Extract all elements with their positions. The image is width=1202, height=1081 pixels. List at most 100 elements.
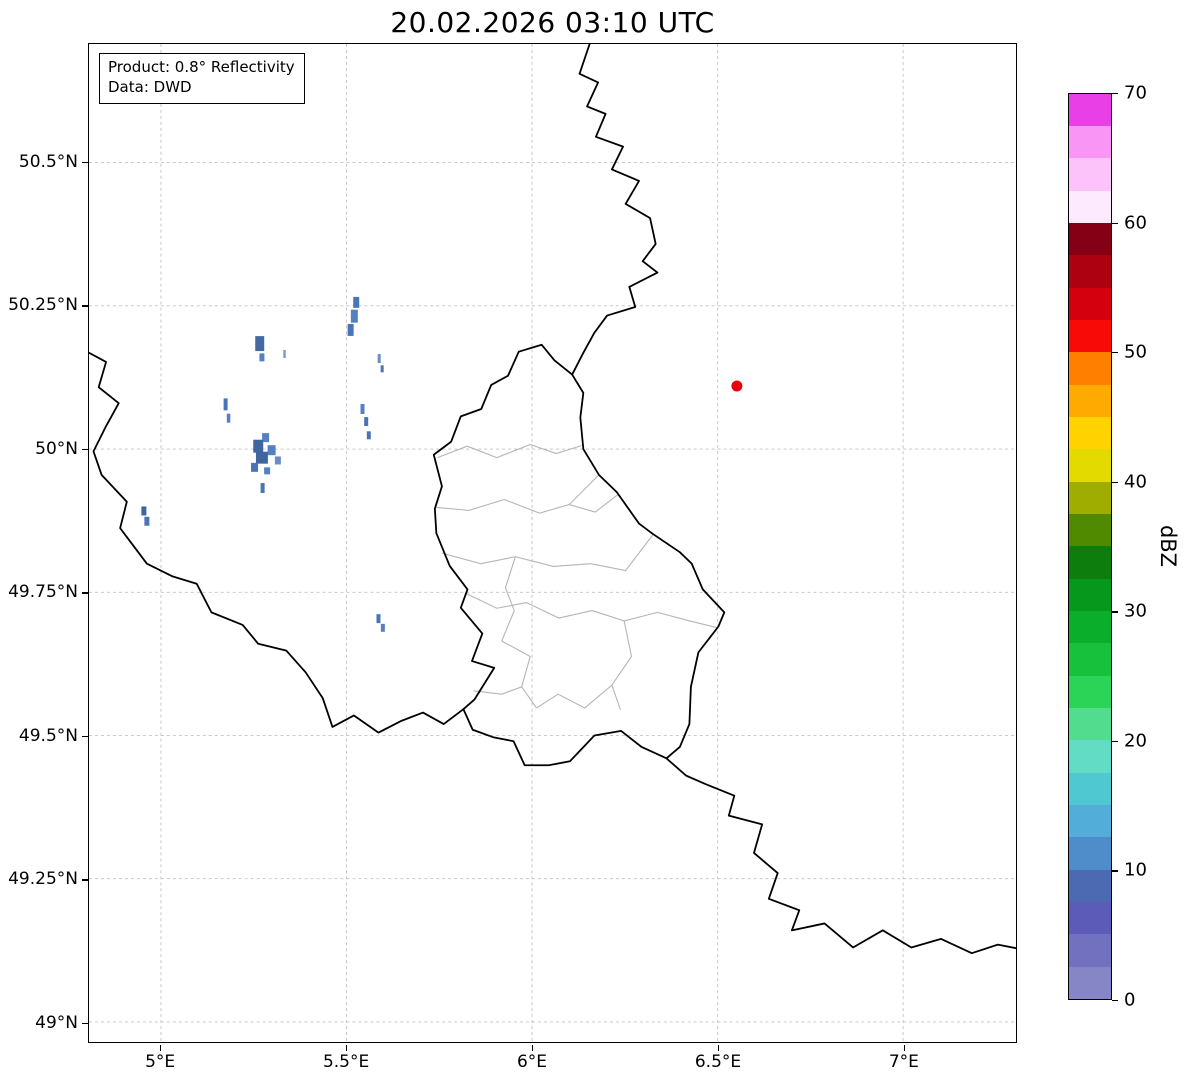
- radar-echo: [262, 433, 270, 443]
- colorbar: [1068, 93, 1112, 1000]
- radar-echo: [353, 296, 360, 308]
- x-tick-mark: [532, 1044, 534, 1051]
- radar-echo: [377, 354, 381, 364]
- y-tick-label: 49.5°N: [18, 725, 78, 746]
- colorbar-segment: [1069, 417, 1111, 450]
- canton-border: [473, 686, 522, 695]
- canton-border: [501, 556, 516, 642]
- radar-echo: [144, 516, 150, 526]
- colorbar-tick-mark: [1112, 481, 1118, 484]
- y-tick-mark: [82, 592, 88, 594]
- radar-echo: [274, 456, 281, 465]
- colorbar-tick-mark: [1112, 222, 1118, 224]
- canton-border: [465, 592, 718, 629]
- y-tick-mark: [82, 879, 88, 881]
- colorbar-segment: [1069, 126, 1111, 159]
- map-plot-area: [88, 43, 1017, 1043]
- product-label: Product: 0.8° Reflectivity: [108, 58, 295, 76]
- radar-echo: [350, 309, 358, 323]
- colorbar-segment: [1069, 255, 1111, 288]
- y-tick-mark: [82, 1022, 88, 1025]
- radar-echo: [260, 483, 265, 494]
- country-border-belgium-france: [89, 351, 465, 734]
- radar-echo: [360, 403, 365, 414]
- colorbar-tick-mark: [1112, 740, 1118, 743]
- colorbar-tick-label: 50: [1124, 341, 1147, 363]
- radar-echo: [223, 398, 228, 411]
- canton-border: [437, 443, 582, 459]
- y-tick-label: 49°N: [35, 1012, 78, 1033]
- radar-echo: [264, 467, 271, 475]
- colorbar-segment: [1069, 934, 1111, 967]
- y-tick-label: 49.25°N: [8, 869, 78, 890]
- radar-echo: [226, 413, 231, 423]
- radar-echo: [255, 336, 265, 352]
- canton-border: [611, 620, 633, 710]
- radar-echo: [267, 445, 276, 456]
- colorbar-tick-label: 10: [1124, 859, 1147, 881]
- country-border-france-germany: [665, 757, 1016, 955]
- x-tick-mark: [903, 1044, 906, 1051]
- x-tick-label: 7°E: [888, 1052, 919, 1072]
- colorbar-segment: [1069, 320, 1111, 353]
- colorbar-segment: [1069, 611, 1111, 644]
- map-canvas: [89, 44, 1016, 1042]
- radar-echo: [253, 439, 264, 453]
- colorbar-tick-mark: [1112, 870, 1118, 872]
- colorbar-segment: [1069, 805, 1111, 838]
- y-tick-label: 49.75°N: [8, 582, 78, 603]
- colorbar-segment: [1069, 93, 1111, 127]
- canton-border: [501, 640, 537, 709]
- radar-echo: [364, 417, 369, 427]
- colorbar-segment: [1069, 449, 1111, 482]
- y-tick-mark: [82, 161, 88, 164]
- colorbar-tick-label: 0: [1124, 989, 1136, 1011]
- colorbar-segment: [1069, 902, 1111, 935]
- colorbar-tick-mark: [1112, 611, 1118, 613]
- y-tick-mark: [82, 448, 88, 451]
- country-border-belgium-germany: [571, 44, 659, 376]
- radar-echo: [380, 623, 385, 632]
- radar-echo: [366, 431, 371, 440]
- colorbar-segment: [1069, 837, 1111, 870]
- colorbar-tick-label: 30: [1124, 600, 1147, 622]
- canton-border: [436, 474, 600, 514]
- colorbar-segment: [1069, 481, 1111, 515]
- radar-echo: [141, 506, 147, 516]
- colorbar-segment: [1069, 675, 1111, 709]
- x-tick-label: 6.5°E: [694, 1052, 742, 1072]
- x-tick-mark: [160, 1044, 162, 1051]
- y-tick-label: 50.5°N: [18, 151, 78, 172]
- colorbar-label: dBZ: [1156, 524, 1180, 568]
- figure-title: 20.02.2026 03:10 UTC: [390, 6, 715, 39]
- info-box: Product: 0.8° Reflectivity Data: DWD: [99, 53, 305, 104]
- x-tick-mark: [346, 1044, 348, 1051]
- colorbar-tick-label: 40: [1124, 471, 1147, 493]
- colorbar-segment: [1069, 578, 1111, 612]
- canton-border: [536, 684, 613, 709]
- radar-site-marker: [731, 380, 743, 392]
- y-tick-mark: [82, 305, 88, 307]
- country-border-luxembourg: [432, 343, 726, 767]
- colorbar-tick-mark: [1112, 352, 1118, 354]
- colorbar-tick-label: 20: [1124, 730, 1147, 752]
- colorbar-segment: [1069, 869, 1111, 903]
- colorbar-tick-mark: [1112, 1000, 1118, 1002]
- colorbar-segment: [1069, 158, 1111, 191]
- colorbar-segment: [1069, 772, 1111, 806]
- colorbar-segment: [1069, 546, 1111, 579]
- radar-echo: [259, 353, 265, 362]
- colorbar-segment: [1069, 190, 1111, 224]
- colorbar-segment: [1069, 740, 1111, 773]
- colorbar-segment: [1069, 708, 1111, 741]
- x-tick-label: 6°E: [516, 1052, 548, 1072]
- colorbar-segment: [1069, 352, 1111, 385]
- colorbar-tick-label: 70: [1124, 82, 1147, 104]
- radar-echo: [251, 462, 259, 472]
- radar-echo: [347, 323, 354, 336]
- x-tick-label: 5.5°E: [322, 1052, 370, 1072]
- colorbar-segment: [1069, 514, 1111, 547]
- canton-border: [442, 534, 654, 572]
- radar-echo: [376, 614, 381, 624]
